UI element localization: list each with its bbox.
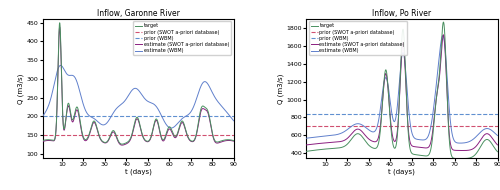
estimate (WBM) <box>118 104 124 106</box>
X-axis label: t (days): t (days) <box>124 168 152 175</box>
estimate (WBM) <box>382 80 388 82</box>
estimate (WBM) <box>314 136 320 138</box>
prior (WBM) <box>38 115 44 118</box>
prior (SWOT a-priori database) <box>40 134 46 136</box>
target <box>80 136 86 138</box>
estimate (WBM) <box>80 104 86 106</box>
target <box>170 133 176 135</box>
estimate (WBM) <box>375 123 381 125</box>
Title: Inflow, Garonne River: Inflow, Garonne River <box>96 9 180 18</box>
estimate (WBM) <box>118 103 124 105</box>
Title: Inflow, Po River: Inflow, Po River <box>372 9 432 18</box>
Line: target: target <box>306 22 498 159</box>
prior (SWOT a-priori database) <box>38 134 44 136</box>
estimate (SWOT a-priori database) <box>344 137 350 140</box>
estimate (SWOT a-priori database) <box>382 73 388 75</box>
target <box>382 77 388 79</box>
target <box>118 143 124 145</box>
X-axis label: t (days): t (days) <box>388 168 415 175</box>
estimate (SWOT a-priori database) <box>119 144 125 146</box>
target <box>40 139 46 142</box>
prior (SWOT a-priori database) <box>301 125 307 127</box>
estimate (SWOT a-priori database) <box>50 140 56 142</box>
estimate (WBM) <box>494 134 500 137</box>
target <box>50 139 56 142</box>
target <box>440 21 446 23</box>
prior (WBM) <box>301 113 307 115</box>
estimate (WBM) <box>457 142 463 144</box>
target <box>119 143 125 145</box>
target <box>304 150 310 152</box>
target <box>494 151 500 153</box>
estimate (SWOT a-priori database) <box>494 144 500 146</box>
estimate (WBM) <box>170 126 176 129</box>
Y-axis label: Q (m3/s): Q (m3/s) <box>18 73 24 104</box>
target <box>344 143 350 146</box>
target <box>118 143 124 145</box>
Line: target: target <box>42 23 234 144</box>
estimate (SWOT a-priori database) <box>111 131 117 134</box>
estimate (WBM) <box>58 64 64 66</box>
estimate (SWOT a-priori database) <box>118 144 124 146</box>
estimate (SWOT a-priori database) <box>40 140 46 143</box>
estimate (SWOT a-priori database) <box>440 34 446 36</box>
estimate (SWOT a-priori database) <box>80 137 86 140</box>
Line: estimate (WBM): estimate (WBM) <box>306 36 498 143</box>
prior (WBM) <box>40 115 46 118</box>
estimate (SWOT a-priori database) <box>304 144 310 146</box>
estimate (WBM) <box>434 79 440 81</box>
estimate (SWOT a-priori database) <box>434 94 440 96</box>
estimate (WBM) <box>40 115 46 118</box>
estimate (SWOT a-priori database) <box>314 142 320 145</box>
estimate (SWOT a-priori database) <box>56 26 62 28</box>
estimate (WBM) <box>230 120 236 122</box>
Line: estimate (SWOT a-priori database): estimate (SWOT a-priori database) <box>42 27 234 145</box>
target <box>382 70 388 72</box>
target <box>314 149 320 151</box>
estimate (WBM) <box>440 34 446 37</box>
estimate (SWOT a-priori database) <box>230 140 236 142</box>
prior (WBM) <box>304 113 310 115</box>
estimate (SWOT a-priori database) <box>375 138 381 140</box>
target <box>375 144 381 147</box>
prior (SWOT a-priori database) <box>304 125 310 127</box>
estimate (WBM) <box>168 127 174 129</box>
target <box>434 93 440 96</box>
target <box>56 22 62 24</box>
estimate (SWOT a-priori database) <box>382 79 388 82</box>
target <box>230 139 236 142</box>
estimate (SWOT a-priori database) <box>460 149 466 152</box>
estimate (WBM) <box>50 86 56 89</box>
estimate (WBM) <box>111 110 117 113</box>
estimate (WBM) <box>382 77 388 79</box>
target <box>111 130 117 132</box>
estimate (WBM) <box>304 137 310 139</box>
Legend: target, prior (SWOT a-priori database), prior (WBM), estimate (SWOT a-priori dat: target, prior (SWOT a-priori database), … <box>133 21 231 55</box>
estimate (WBM) <box>344 129 350 131</box>
estimate (SWOT a-priori database) <box>118 144 124 146</box>
estimate (SWOT a-priori database) <box>170 134 176 137</box>
Y-axis label: Q (m3/s): Q (m3/s) <box>278 73 284 104</box>
Legend: target, prior (SWOT a-priori database), prior (WBM), estimate (SWOT a-priori dat: target, prior (SWOT a-priori database), … <box>309 21 407 55</box>
Line: estimate (WBM): estimate (WBM) <box>42 65 234 128</box>
Line: estimate (SWOT a-priori database): estimate (SWOT a-priori database) <box>306 35 498 150</box>
target <box>458 158 464 160</box>
